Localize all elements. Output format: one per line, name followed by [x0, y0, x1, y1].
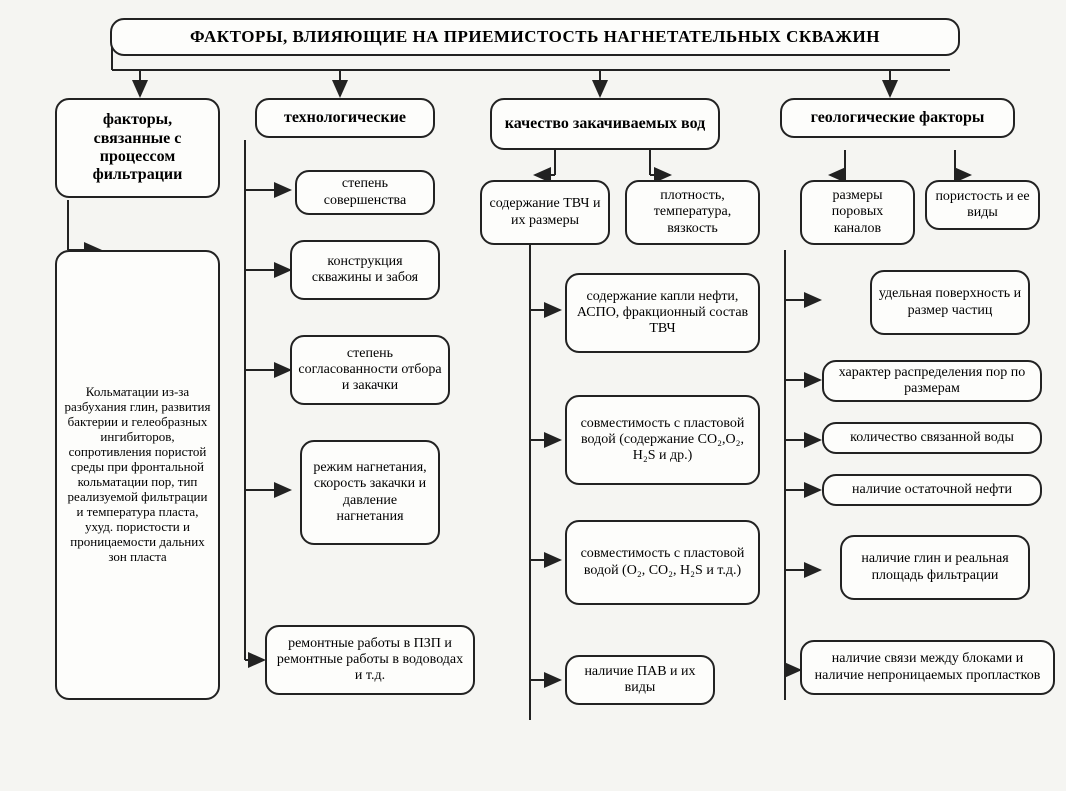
- water-d: совместимость с пластовой водой (содержа…: [565, 395, 760, 485]
- tech-d: режим нагнетания, скорость закачки и дав…: [300, 440, 440, 545]
- cat-water: качество закачиваемых вод: [490, 98, 720, 150]
- geo-h: наличие связи между блоками и наличие не…: [800, 640, 1055, 695]
- tech-e: ремонтные работы в ПЗП и ремонтные работ…: [265, 625, 475, 695]
- tech-b: конструкция скважины и забоя: [290, 240, 440, 300]
- cat-geo: геологические факторы: [780, 98, 1015, 138]
- water-e: совместимость с пластовой водой (O₂, CO₂…: [565, 520, 760, 605]
- title-box: ФАКТОРЫ, ВЛИЯЮЩИЕ НА ПРИЕМИСТОСТЬ НАГНЕТ…: [110, 18, 960, 56]
- water-c: содержание капли нефти, АСПО, фракционны…: [565, 273, 760, 353]
- geo-a: размеры поровых каналов: [800, 180, 915, 245]
- filtration-big: Кольматации из-за разбухания глин, разви…: [55, 250, 220, 700]
- geo-f: наличие остаточной нефти: [822, 474, 1042, 506]
- geo-b: пористость и ее виды: [925, 180, 1040, 230]
- water-b: плотность, температура, вязкость: [625, 180, 760, 245]
- cat-filtration: факторы, связанные с процессом фильтраци…: [55, 98, 220, 198]
- geo-d: характер распределения пор по размерам: [822, 360, 1042, 402]
- water-f: наличие ПАВ и их виды: [565, 655, 715, 705]
- water-a: содержание ТВЧ и их размеры: [480, 180, 610, 245]
- geo-g: наличие глин и реальная площадь фильтрац…: [840, 535, 1030, 600]
- geo-e: количество связанной воды: [822, 422, 1042, 454]
- cat-tech: технологические: [255, 98, 435, 138]
- tech-a: степень совершенства: [295, 170, 435, 215]
- tech-c: степень согласованности отбора и закачки: [290, 335, 450, 405]
- geo-c: удельная поверхность и размер частиц: [870, 270, 1030, 335]
